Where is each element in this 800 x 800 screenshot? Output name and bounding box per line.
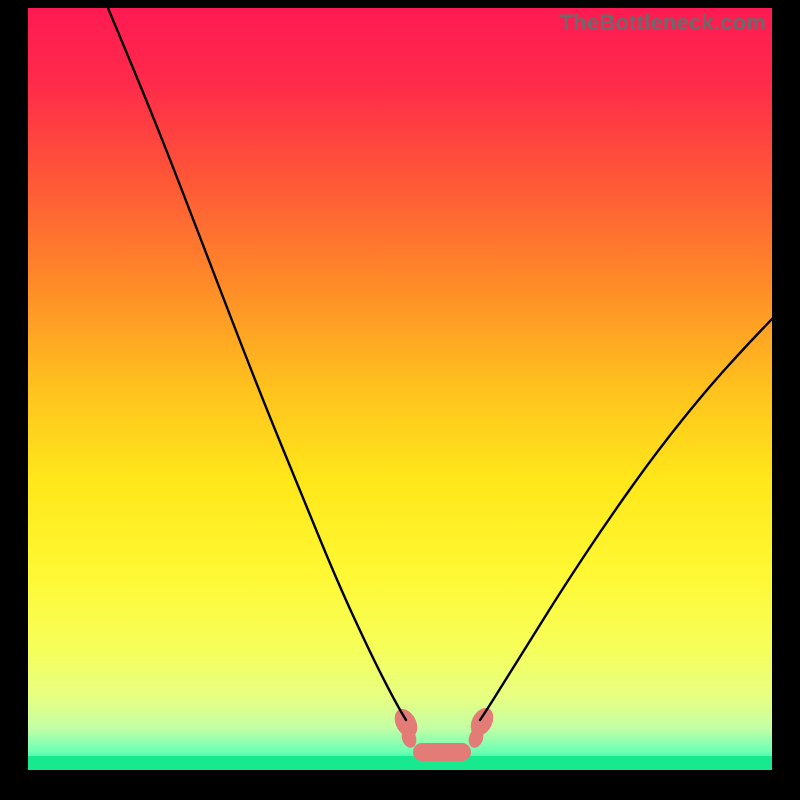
plot-area: TheBottleneck.com xyxy=(28,8,772,770)
gradient-background xyxy=(28,8,772,770)
bottom-green-band xyxy=(28,756,772,770)
watermark-text: TheBottleneck.com xyxy=(560,10,766,36)
